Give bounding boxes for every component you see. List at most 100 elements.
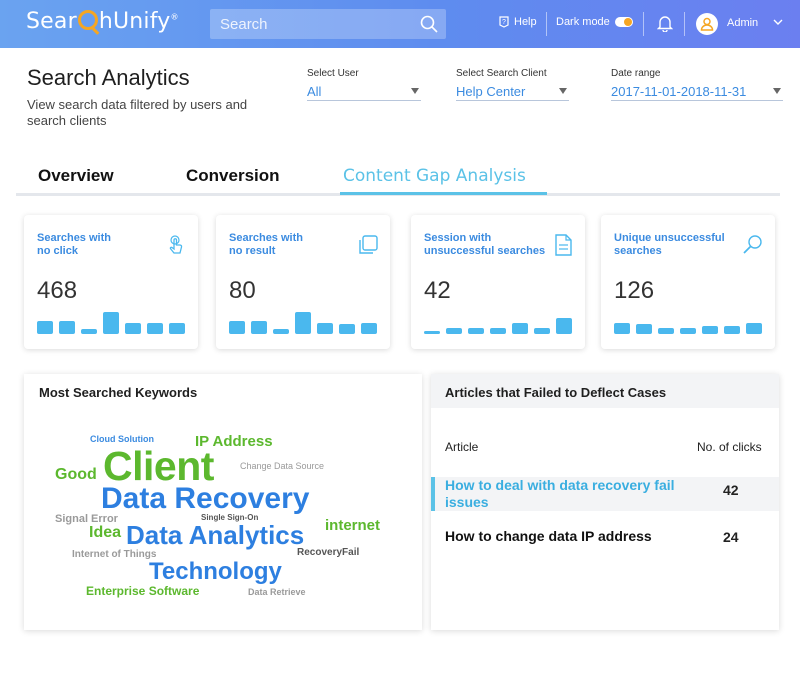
logo-text-end: hUnify [98,9,171,34]
search-icon [743,235,762,254]
sparkbar-chart [424,308,572,334]
card-title: Unique unsuccessful searches [614,232,725,257]
touch-icon [169,235,183,254]
article-click-count: 24 [723,529,739,545]
failed-to-deflect-articles-panel: Articles that Failed to Deflect Cases Ar… [431,374,779,630]
filter-value: 2017-11-01-2018-11-31 [611,84,747,99]
keyword[interactable]: Data Recovery [101,482,310,515]
logo-registered-mark: ® [170,12,179,22]
date-range-filter: Date range 2017-11-01-2018-11-31 [611,68,783,101]
sparkbar [361,323,377,334]
caret-down-icon [559,88,567,94]
sparkbar [229,321,245,334]
sparkbar [81,329,97,334]
card-title: Session with unsuccessful searches [424,232,546,257]
keyword[interactable]: Enterprise Software [86,584,200,598]
top-header: Sear hUnify® ? Help Dark mode Admin [0,0,800,48]
header-divider [643,12,644,36]
dark-mode-toggle[interactable] [614,17,633,27]
dark-mode-control: Dark mode [556,16,633,28]
table-row-selected-bg [431,477,779,511]
card-value: 80 [229,277,256,304]
sparkbar-chart [229,308,377,334]
sparkbar [295,312,311,334]
user-icon [700,17,714,31]
panel-title: Most Searched Keywords [39,385,198,400]
tab-overview[interactable]: Overview [38,166,114,185]
sparkbar [534,328,550,334]
keyword[interactable]: Cloud Solution [90,434,154,444]
card-title: Searches with no result [229,232,303,257]
keyword[interactable]: Internet of Things [72,549,157,560]
select-user-filter: Select User All [307,68,421,101]
sparkbar [37,321,53,334]
keyword[interactable]: Single Sign-On [201,513,259,522]
user-avatar[interactable] [696,13,718,35]
keyword[interactable]: Signal Error [55,513,118,525]
stat-card-searches-no-click[interactable]: Searches with no click 468 [24,215,198,349]
keyword[interactable]: Data Analytics [126,520,305,550]
search-icon[interactable] [420,15,438,33]
sparkbar [614,323,630,334]
sparkbar [273,329,289,334]
sparkbar [636,324,652,334]
article-click-count: 42 [723,482,739,498]
sparkbar-chart [37,308,185,334]
tab-conversion[interactable]: Conversion [186,166,280,185]
page-title: Search Analytics [27,65,190,90]
date-range-dropdown[interactable]: 2017-11-01-2018-11-31 [611,83,783,101]
stat-card-searches-no-result[interactable]: Searches with no result 80 [216,215,390,349]
sparkbar [680,328,696,334]
svg-text:?: ? [502,19,506,26]
select-user-dropdown[interactable]: All [307,83,421,101]
sparkbar [446,328,462,334]
header-divider [546,12,547,36]
selected-row-indicator [431,477,435,511]
keyword[interactable]: IP Address [195,433,273,450]
keyword[interactable]: Good [55,466,97,483]
bell-icon[interactable] [657,14,673,32]
user-name[interactable]: Admin [727,17,759,29]
help-icon: ? [499,16,509,28]
tab-content-gap-analysis[interactable]: Content Gap Analysis [343,166,526,186]
copy-icon [359,235,378,254]
help-label: Help [514,16,537,28]
stat-card-unique-unsuccessful[interactable]: Unique unsuccessful searches 126 [601,215,775,349]
chevron-down-icon[interactable] [773,18,783,26]
sparkbar [251,321,267,334]
sparkbar [59,321,75,334]
sparkbar-chart [614,308,762,334]
caret-down-icon [773,88,781,94]
keyword[interactable]: RecoveryFail [297,547,360,558]
search-client-dropdown[interactable]: Help Center [456,83,569,101]
column-header-article: Article [445,440,479,454]
sparkbar [468,328,484,334]
card-value: 126 [614,277,655,304]
filter-value: All [307,84,322,99]
header-divider [684,12,685,36]
analytics-tabs: Overview Conversion Content Gap Analysis [16,158,780,196]
article-link[interactable]: How to change data IP address [445,528,652,544]
sparkbar [125,323,141,334]
stat-card-sessions-unsuccessful[interactable]: Session with unsuccessful searches 42 [411,215,585,349]
article-link[interactable]: How to deal with data recovery fail issu… [445,477,675,510]
keyword[interactable]: Technology [149,558,282,585]
keyword[interactable]: Client [103,443,214,489]
sparkbar [169,323,185,334]
logo-magnifier-icon [77,10,98,30]
sparkbar [490,328,506,334]
sparkbar [746,323,762,334]
help-link[interactable]: ? Help [498,16,537,28]
searchunify-logo[interactable]: Sear hUnify® [26,9,179,34]
sparkbar [317,323,333,334]
search-input[interactable] [210,9,410,39]
keyword[interactable]: Idea [89,524,122,541]
keyword[interactable]: Change Data Source [240,461,325,471]
sparkbar [658,328,674,334]
filter-label: Select User [307,68,359,79]
keyword[interactable]: Data Retrieve [248,587,306,597]
column-header-clicks: No. of clicks [697,440,762,454]
sparkbar [556,318,572,334]
keyword[interactable]: internet [325,517,381,534]
active-tab-indicator [340,192,547,195]
